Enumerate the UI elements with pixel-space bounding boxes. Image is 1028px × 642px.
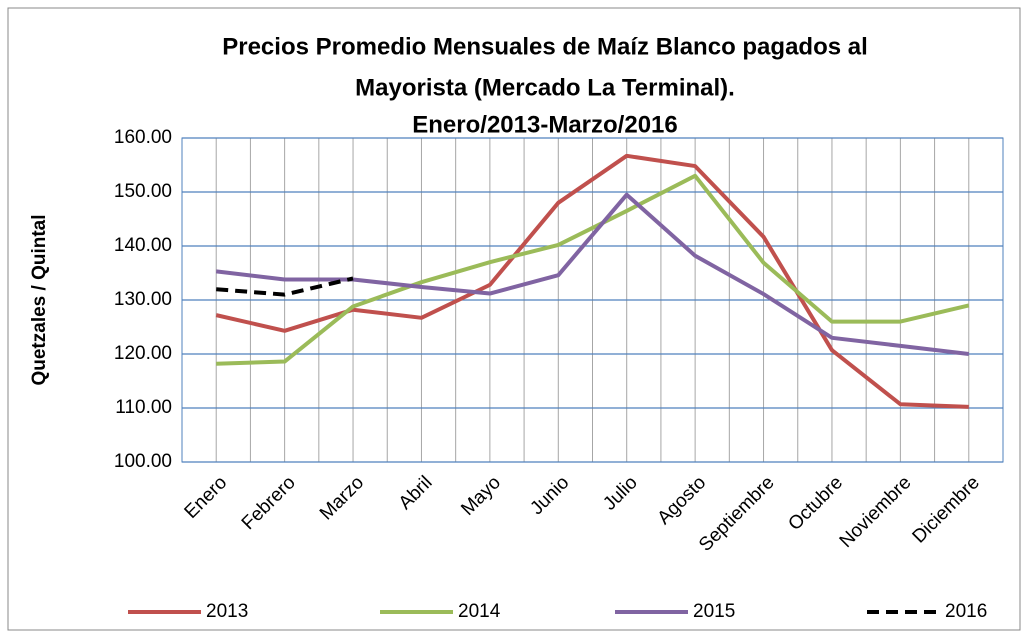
data-line <box>216 173 970 366</box>
y-tick-label: 150.00 <box>114 181 172 202</box>
chart-title: Enero/2013-Marzo/2016 <box>412 111 677 138</box>
chart-title: Precios Promedio Mensuales de Maíz Blanc… <box>222 33 868 60</box>
chart-border <box>7 7 1021 631</box>
data-line <box>216 276 354 297</box>
data-line <box>215 192 970 356</box>
y-tick-label: 130.00 <box>114 289 172 310</box>
legend-label: 2014 <box>458 601 501 622</box>
y-tick-label: 160.00 <box>114 127 172 148</box>
y-tick-label: 110.00 <box>115 397 172 418</box>
plot-border <box>181 137 1004 463</box>
y-tick-label: 120.00 <box>114 343 172 364</box>
y-axis-label: Quetzales / Quintal <box>29 214 50 385</box>
legend-label: 2015 <box>693 601 735 622</box>
legend-label: 2013 <box>206 601 248 622</box>
chart-title: Mayorista (Mercado La Terminal). <box>355 74 735 101</box>
y-tick-label: 140.00 <box>114 235 172 256</box>
legend-label: 2016 <box>945 601 987 622</box>
y-tick-label: 100.00 <box>114 451 172 472</box>
